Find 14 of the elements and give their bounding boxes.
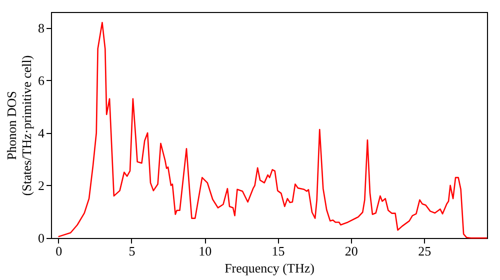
x-tick-label: 25 — [418, 244, 432, 258]
x-tick-label: 0 — [56, 244, 62, 258]
line-series — [58, 22, 488, 239]
x-tick-label: 5 — [128, 244, 136, 258]
y-tick-label: 0 — [38, 230, 44, 246]
y-tick-label: 6 — [38, 72, 45, 88]
y-axis-title: Phonon DOS (States/THz·primitive cell) — [4, 55, 34, 196]
x-tick-label: 10 — [198, 244, 212, 258]
y-tick-label: 2 — [38, 178, 44, 193]
y-tick-label: 4 — [38, 125, 45, 140]
x-tick-label: 15 — [272, 244, 285, 258]
y-tick-label: 8 — [38, 20, 44, 36]
x-axis-title: Frequency (THz) — [224, 260, 314, 276]
x-tick-label: 20 — [344, 244, 358, 258]
